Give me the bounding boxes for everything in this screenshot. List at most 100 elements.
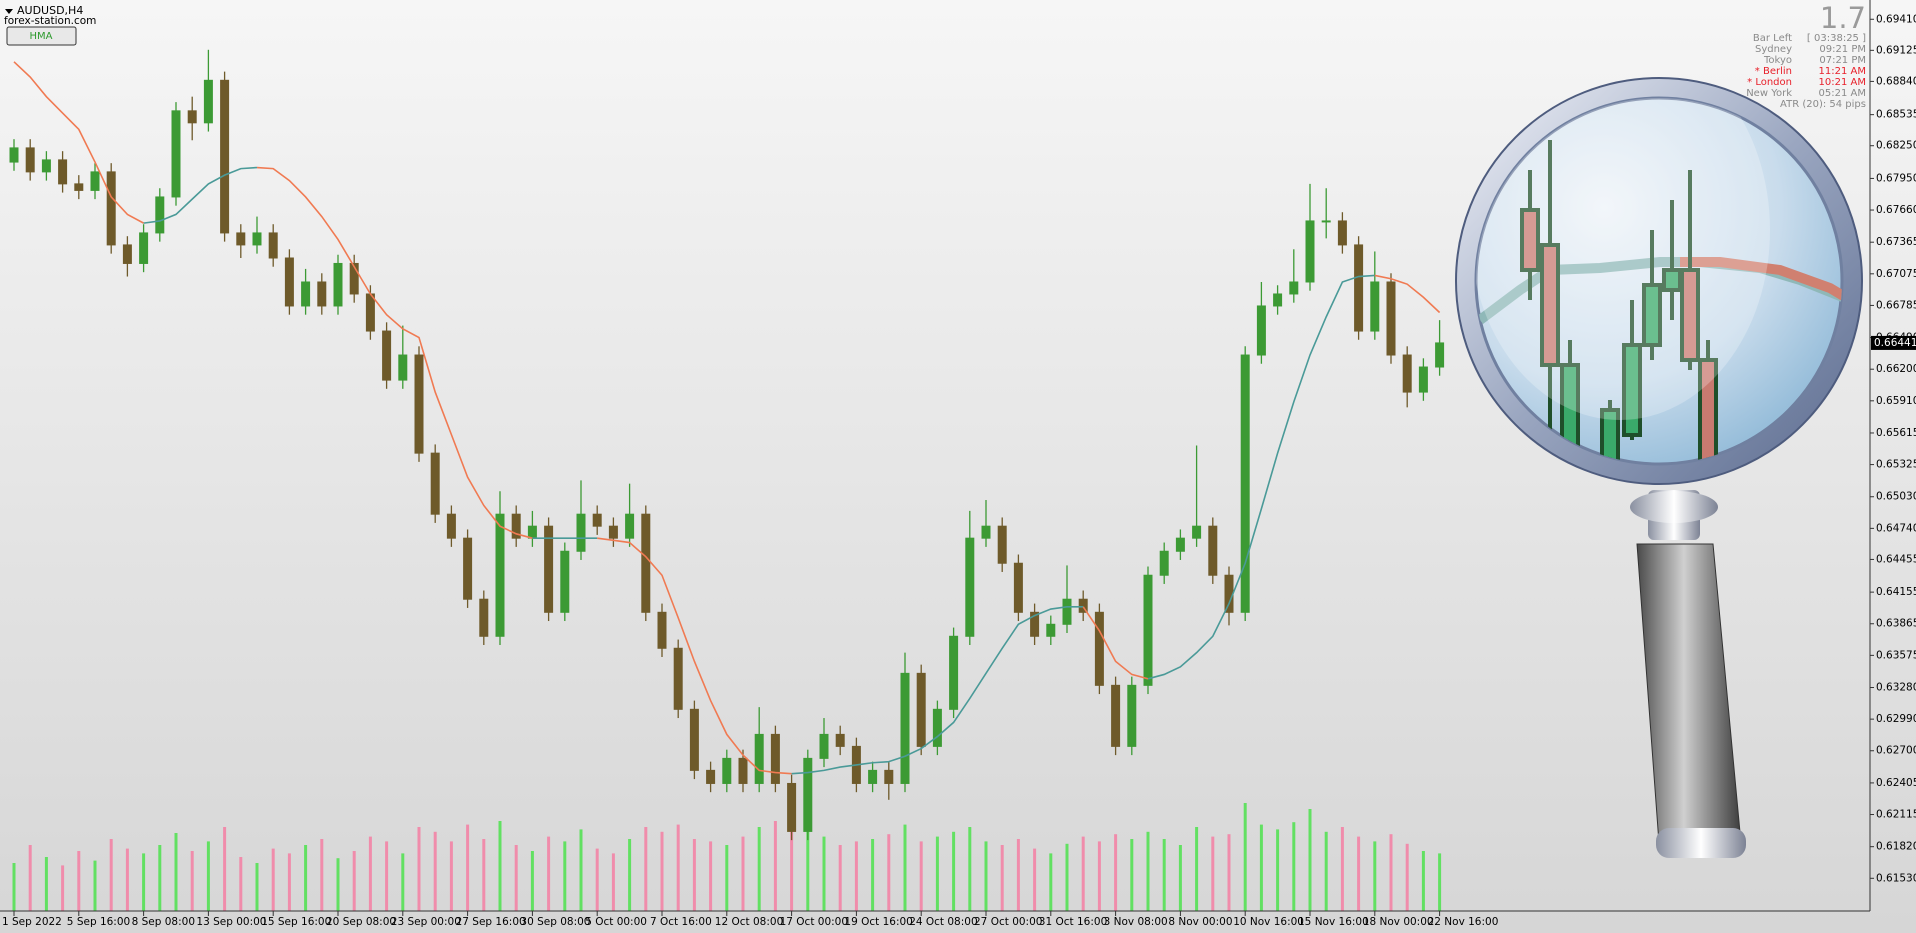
info-row-label: * Berlin (1755, 66, 1792, 77)
volume-bar (1373, 841, 1377, 911)
candle-body (301, 281, 311, 307)
volume-bar (530, 851, 534, 911)
volume-bar (352, 851, 356, 911)
x-tick-label: 31 Oct 16:00 (1039, 916, 1107, 928)
y-tick-label: 0.62405 (1876, 777, 1916, 789)
volume-bar (368, 836, 372, 911)
candle-body (41, 159, 51, 173)
candle-body (657, 611, 667, 649)
candle-body (900, 672, 910, 784)
magnified-hma-down (1680, 257, 1842, 305)
x-tick-label: 19 Oct 16:00 (844, 916, 912, 928)
y-tick-label: 0.68250 (1876, 140, 1916, 152)
candle-body (625, 513, 635, 539)
volume-bar (1389, 834, 1393, 911)
y-tick-label: 0.62700 (1876, 745, 1916, 757)
volume-bar (563, 841, 567, 911)
y-tick-label: 0.69410 (1876, 13, 1916, 25)
volume-bar (611, 853, 615, 911)
y-tick-label: 0.67660 (1876, 204, 1916, 216)
hma-button[interactable]: HMA (6, 26, 77, 46)
y-tick-label: 0.67075 (1876, 268, 1916, 280)
candle-body (1127, 684, 1137, 747)
candle-body (722, 757, 732, 784)
info-row-value: 07:21 PM (1819, 55, 1866, 66)
volume-bar (547, 836, 551, 911)
info-row-value: 05:21 AM (1819, 88, 1866, 99)
volume-bar (1195, 827, 1199, 911)
info-row-label: Tokyo (1763, 55, 1792, 66)
volume-bar (1308, 809, 1312, 911)
x-tick-label: 5 Oct 00:00 (585, 916, 647, 928)
hma-button-label[interactable]: HMA (30, 31, 53, 42)
candle-body (770, 733, 780, 784)
volume-bar (61, 865, 65, 911)
volume-bar (466, 824, 470, 911)
volume-bar (692, 839, 696, 911)
y-tick-label: 0.67950 (1876, 172, 1916, 184)
volume-bar (838, 845, 842, 911)
candle-body (1208, 525, 1218, 576)
y-tick-label: 0.66200 (1876, 363, 1916, 375)
candle-body (365, 293, 375, 332)
volume-bar (1114, 834, 1118, 911)
candle-body (511, 513, 521, 539)
candle-body (398, 354, 408, 381)
volume-bar (1162, 839, 1166, 911)
volume-bar (158, 845, 162, 911)
y-tick-label: 0.68840 (1876, 75, 1916, 87)
x-tick-label: 15 Nov 16:00 (1298, 916, 1369, 928)
x-tick-label: 18 Nov 00:00 (1363, 916, 1434, 928)
candle-body (1418, 366, 1428, 393)
y-tick-label: 0.66785 (1876, 299, 1916, 311)
volume-bar (822, 836, 826, 911)
info-big-value: 1.7 (1820, 1, 1866, 35)
hma-button-box[interactable] (6, 26, 77, 46)
x-tick-label: 5 Sep 16:00 (67, 916, 130, 928)
candle-body (1159, 550, 1169, 576)
candle-body (932, 708, 942, 747)
volume-bar (903, 824, 907, 911)
x-tick-label: 8 Sep 08:00 (132, 916, 195, 928)
volume-bar (919, 841, 923, 911)
volume-bar (1065, 843, 1069, 911)
hma-line (256, 166, 533, 539)
candle-body (981, 525, 991, 539)
volume-bar (1324, 831, 1328, 911)
volume-bar (676, 824, 680, 911)
y-tick-label: 0.63575 (1876, 649, 1916, 661)
candle-body (754, 733, 764, 784)
volume-bar (28, 845, 32, 911)
volume-bar (1340, 827, 1344, 911)
y-tick-label: 0.63280 (1876, 682, 1916, 694)
volume-bar (142, 853, 146, 911)
x-tick-label: 10 Nov 16:00 (1233, 916, 1304, 928)
volume-bar (968, 827, 972, 911)
symbol-label: AUDUSD,H4 (17, 4, 83, 17)
candle-body (1402, 354, 1412, 393)
volume-bar (757, 827, 761, 911)
info-row-label: New York (1746, 88, 1792, 99)
candle-body (641, 513, 651, 613)
current-price-box (1871, 335, 1916, 350)
candle-body (1321, 220, 1331, 223)
candle-body (171, 110, 181, 198)
volume-bar (514, 845, 518, 911)
volume-bar (482, 839, 486, 911)
candle-body (9, 147, 19, 163)
candle-body (203, 79, 213, 124)
volume-bar (1049, 853, 1053, 911)
candle-body (349, 262, 359, 295)
volume-bar (1276, 829, 1280, 911)
volume-bar (12, 863, 16, 911)
candle-body (25, 147, 35, 173)
volume-bar (595, 848, 599, 911)
volume-bar (709, 841, 713, 911)
candle-body (592, 513, 602, 527)
candle-body (1046, 623, 1056, 637)
x-tick-label: 8 Nov 00:00 (1168, 916, 1232, 928)
candle-body (479, 598, 489, 637)
volume-bar (174, 833, 178, 911)
volume-bar (125, 848, 129, 911)
